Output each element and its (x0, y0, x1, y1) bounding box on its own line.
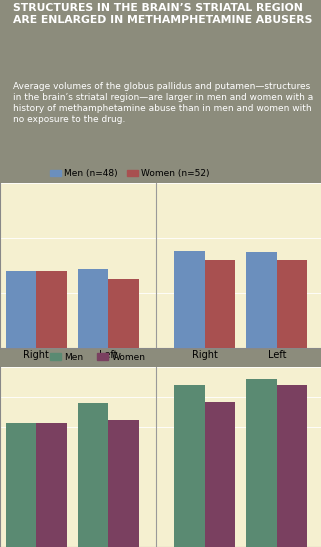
Bar (6, 423, 36, 547)
Legend: Men (n=48), Women (n=52): Men (n=48), Women (n=52) (46, 166, 213, 182)
Bar (36, 423, 67, 547)
Bar (78, 404, 108, 547)
Bar (277, 260, 308, 348)
Bar (174, 386, 205, 547)
Bar (108, 278, 139, 348)
Bar (205, 260, 235, 348)
Bar (174, 251, 205, 348)
Legend: Men, Women: Men, Women (46, 349, 149, 365)
Bar (78, 269, 108, 348)
Bar (247, 252, 277, 348)
Bar (6, 271, 36, 348)
Text: Average volumes of the globus pallidus and putamen—structures in the brain’s str: Average volumes of the globus pallidus a… (13, 82, 313, 125)
Bar (205, 402, 235, 547)
Bar (36, 271, 67, 348)
Text: STRUCTURES IN THE BRAIN’S STRIATAL REGION
ARE ENLARGED IN METHAMPHETAMINE ABUSER: STRUCTURES IN THE BRAIN’S STRIATAL REGIO… (13, 3, 312, 25)
Bar (277, 386, 308, 547)
Bar (108, 420, 139, 547)
Bar (247, 380, 277, 547)
